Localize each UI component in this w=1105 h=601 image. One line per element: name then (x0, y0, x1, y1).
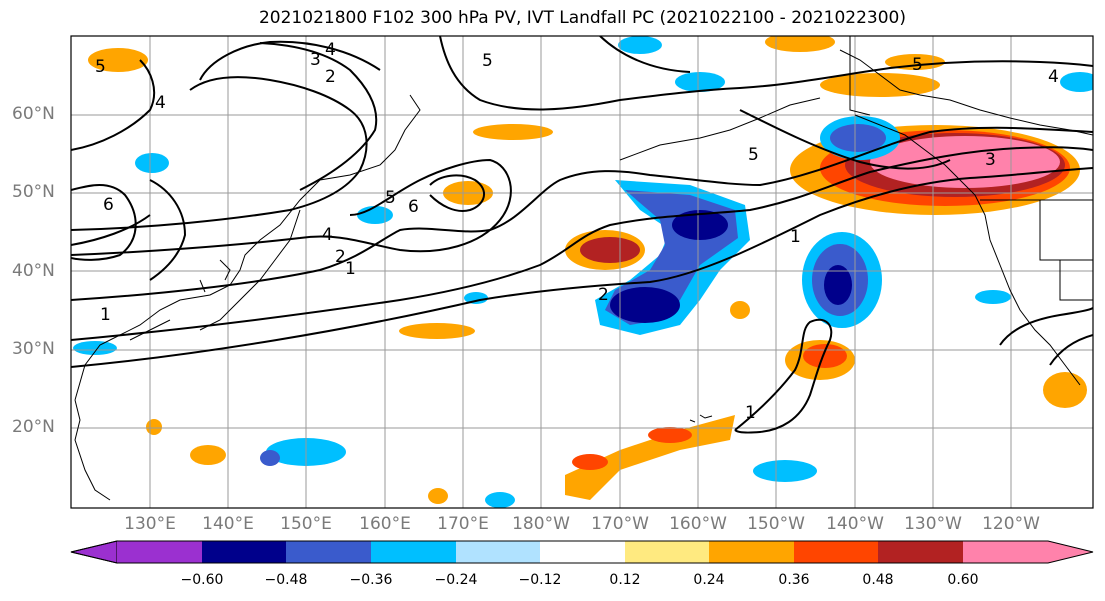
svg-text:3: 3 (985, 150, 996, 170)
colorbar-tick: −0.48 (264, 572, 308, 588)
lon-label-130e: 130°E (124, 514, 176, 534)
contour-labels: 1 1 1 1 2 2 2 3 3 4 4 4 4 5 5 5 5 5 6 6 (95, 40, 1059, 423)
lat-label-60n: 60°N (12, 104, 55, 124)
svg-text:1: 1 (790, 227, 801, 247)
svg-text:4: 4 (322, 225, 333, 245)
colorbar-segment-0b (117, 541, 202, 563)
lon-label-170e: 170°E (437, 514, 489, 534)
colorbar-outline (70, 540, 1094, 564)
svg-text:6: 6 (408, 197, 419, 217)
pv-contours (71, 36, 1093, 434)
colorbar-segment-5 (540, 541, 625, 563)
colorbar-segment-6 (625, 541, 709, 563)
svg-text:5: 5 (482, 51, 493, 71)
lon-label-180w: 180°W (512, 514, 570, 534)
colorbar-segment-8 (794, 541, 878, 563)
lat-label-40n: 40°N (12, 261, 55, 281)
colorbar-tick: 0.48 (862, 572, 894, 588)
svg-text:5: 5 (95, 57, 106, 77)
colorbar-segment-2 (286, 541, 371, 563)
colorbar-tick: −0.12 (518, 572, 562, 588)
colorbar-segment-10b (1048, 541, 1093, 563)
lon-label-140w: 140°W (826, 514, 884, 534)
lat-label-30n: 30°N (12, 339, 55, 359)
lon-label-170w: 170°W (591, 514, 649, 534)
svg-text:6: 6 (103, 195, 114, 215)
colorbar-tick: −0.36 (349, 572, 393, 588)
lon-label-120w: 120°W (982, 514, 1040, 534)
colorbar-segment-1 (202, 541, 286, 563)
colorbar-segment-0 (70, 540, 118, 564)
colorbar-tick: −0.60 (180, 572, 224, 588)
lon-label-160e: 160°E (359, 514, 411, 534)
svg-text:4: 4 (1048, 67, 1059, 87)
colorbar-segment-9 (878, 541, 963, 563)
colorbar-tick: 0.12 (609, 572, 641, 588)
svg-text:5: 5 (385, 188, 396, 208)
lat-label-20n: 20°N (12, 417, 55, 437)
svg-text:2: 2 (325, 67, 336, 87)
colorbar-segment-10 (963, 541, 1048, 563)
lon-label-150w: 150°W (747, 514, 805, 534)
colorbar-segment-3 (371, 541, 456, 563)
lon-label-140e: 140°E (202, 514, 254, 534)
svg-text:3: 3 (310, 50, 321, 70)
svg-text:2: 2 (598, 285, 609, 305)
colorbar-segment-7 (709, 541, 794, 563)
svg-text:4: 4 (325, 40, 336, 60)
lon-label-160w: 160°W (669, 514, 727, 534)
svg-text:1: 1 (100, 305, 111, 325)
svg-text:2: 2 (335, 247, 346, 267)
colorbar-segment-4 (456, 541, 540, 563)
lat-label-50n: 50°N (12, 182, 55, 202)
colorbar-tick: 0.36 (778, 572, 810, 588)
map-frame (70, 35, 1094, 509)
colorbar (70, 540, 1094, 564)
map-plot-area: 1 1 1 1 2 2 2 3 3 4 4 4 4 5 5 5 5 5 6 6 (71, 36, 1093, 508)
colorbar-tick: 0.24 (693, 572, 725, 588)
lon-label-130w: 130°W (904, 514, 962, 534)
colorbar-tick: 0.60 (947, 572, 979, 588)
lon-label-150e: 150°E (280, 514, 332, 534)
svg-text:4: 4 (155, 93, 166, 113)
colorbar-tick: −0.24 (434, 572, 478, 588)
svg-text:5: 5 (912, 55, 923, 75)
svg-text:5: 5 (748, 145, 759, 165)
svg-text:1: 1 (745, 403, 756, 423)
map-title: 2021021800 F102 300 hPa PV, IVT Landfall… (258, 8, 906, 28)
svg-text:1: 1 (345, 259, 356, 279)
